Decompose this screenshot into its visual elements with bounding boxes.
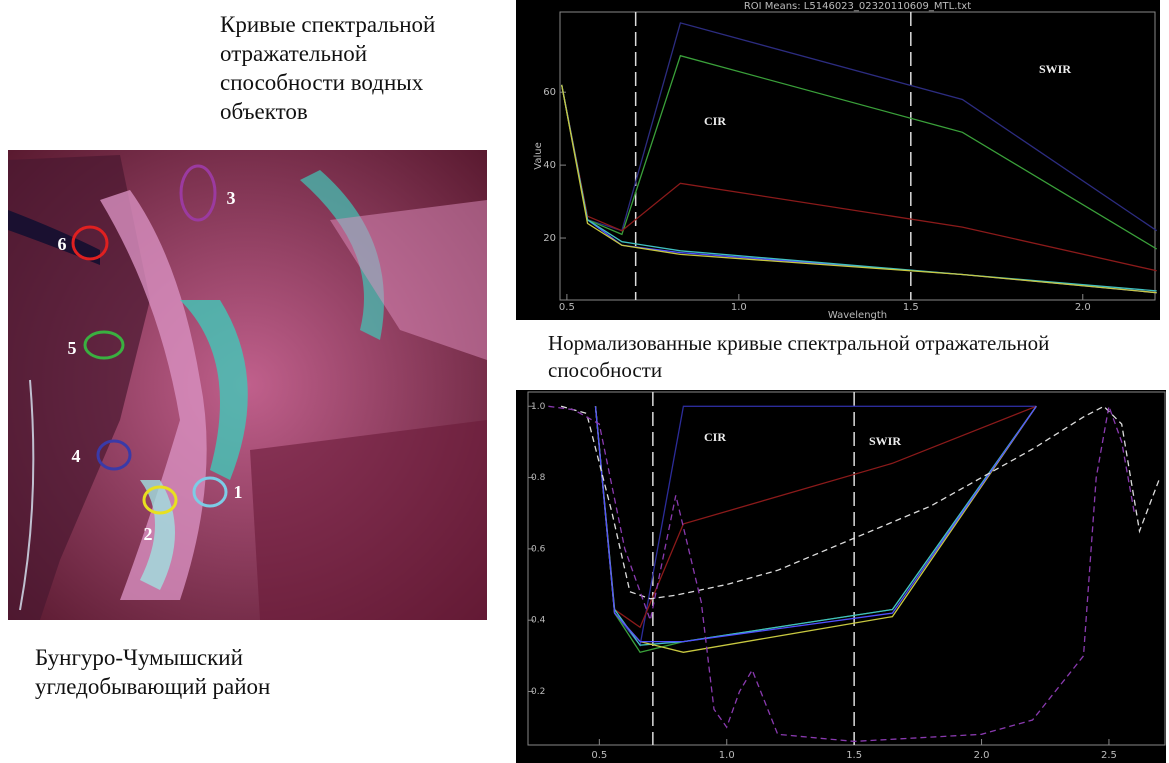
y-tick-label: 0.2 (531, 687, 545, 697)
chart-title: ROI Means: L5146023_02320110609_MTL.txt (744, 1, 971, 12)
y-tick-label: 1.0 (531, 402, 546, 412)
marker-label: 2 (144, 524, 153, 544)
marker-label: 6 (58, 234, 67, 254)
x-tick-label: 0.5 (559, 302, 575, 313)
y-tick-label: 40 (543, 160, 556, 171)
band-annotation: CIR (704, 114, 726, 128)
satellite-image (8, 150, 487, 620)
marker-label: 4 (72, 446, 81, 466)
y-tick-label: 60 (543, 87, 556, 98)
band-annotation: CIR (704, 430, 726, 444)
chart-background (516, 0, 1160, 320)
marker-label: 3 (227, 188, 236, 208)
band-annotation: SWIR (1039, 62, 1071, 76)
figure: 1 2 3 4 5 6 ROI Means: L5146023_02320110609_M… (0, 0, 1169, 763)
x-tick-label: 1.5 (903, 302, 919, 313)
x-tick-label: 0.5 (591, 750, 607, 761)
y-tick-label: 0.6 (531, 544, 546, 554)
page: Кривые спектральной отражательной способ… (0, 0, 1169, 763)
y-tick-label: 0.8 (531, 473, 546, 483)
x-tick-label: 1.0 (719, 750, 735, 761)
chart-background (516, 390, 1166, 763)
marker-label: 1 (234, 482, 243, 502)
marker-label: 5 (68, 338, 77, 358)
x-tick-label: 2.0 (1075, 302, 1091, 313)
y-tick-label: 20 (543, 233, 556, 244)
x-tick-label: 2.5 (1101, 750, 1117, 761)
x-tick-label: 1.0 (731, 302, 747, 313)
band-annotation: SWIR (869, 434, 901, 448)
x-axis-label: Wavelength (828, 310, 887, 321)
x-tick-label: 1.5 (846, 750, 862, 761)
y-tick-label: 0.4 (531, 616, 546, 626)
x-tick-label: 2.0 (974, 750, 990, 761)
charts: ROI Means: L5146023_02320110609_MTL.txt W… (516, 0, 1166, 763)
